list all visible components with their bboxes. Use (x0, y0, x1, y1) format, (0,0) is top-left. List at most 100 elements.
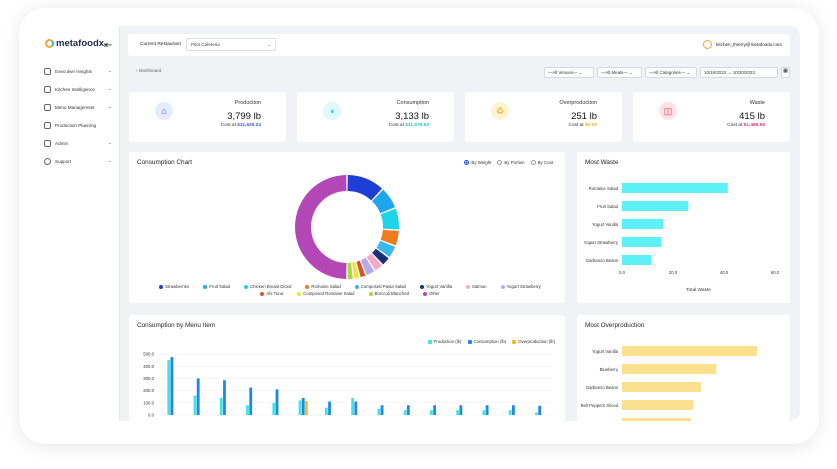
restaurant-select[interactable]: Pilot Cafeteria ⌄ (186, 38, 276, 51)
sidebar-item-admin[interactable]: Admin ⌄ (44, 134, 114, 152)
meals-filter[interactable]: —All Meals— ⌄ (597, 67, 642, 78)
legend-item-yogurt-strawberry[interactable]: Yogurt Strawberry (500, 284, 541, 289)
bar-yogurt-vanilla[interactable] (622, 346, 758, 356)
bar-consumption-lb-13[interactable] (512, 405, 515, 415)
donut-slice-chicken-breast-diced[interactable] (380, 208, 399, 230)
donut-slice-strawberries[interactable] (347, 175, 383, 201)
bar-consumption-lb-11[interactable] (459, 405, 463, 415)
sidebar-item-kitchen-intelligence[interactable]: Kitchen Intelligence ⌄ (44, 80, 114, 98)
legend-item-composed-romaine-salad[interactable]: Composed Romaine Salad (297, 291, 355, 296)
legend-item-broccoli-blanched[interactable]: Broccoli Blanched (368, 291, 409, 296)
sidebar-item-menu-management[interactable]: Menu Management ⌄ (44, 98, 114, 116)
donut-legend: Strawberries Fruit Salad Chicken Breast Di… (155, 284, 545, 296)
sidebar-item-label: Executive Insights (55, 68, 93, 74)
bar-fruit-salad[interactable] (622, 201, 689, 211)
categories-filter[interactable]: —All Categories— ⌄ (645, 67, 697, 78)
calendar-icon[interactable]: ▦ (781, 67, 790, 78)
legend-item-strawberries[interactable]: Strawberries (159, 284, 189, 289)
bar-consumption-lb-12[interactable] (485, 405, 489, 415)
legend-item-salmon[interactable]: Salmon (466, 284, 487, 289)
sidebar-item-executive-insights[interactable]: Executive Insights ⌄ (44, 62, 114, 80)
bar-pork-sausage[interactable] (622, 418, 691, 421)
donut-slice-ahi-tuna[interactable] (356, 260, 366, 278)
bar-production-lb-4[interactable] (272, 402, 276, 415)
bar-blueberry[interactable] (622, 364, 717, 374)
bar-consumption-lb-8[interactable] (380, 405, 384, 415)
bar-production-lb-3[interactable] (246, 405, 249, 415)
legend-label: Overproduction (lb) (518, 339, 555, 344)
bar-consumption-lb-1[interactable] (196, 378, 200, 415)
menu-book-icon (44, 103, 51, 111)
sidebar-item-production-planning[interactable]: Production Planning (44, 116, 114, 134)
bar-production-lb-8[interactable] (377, 408, 381, 415)
bar-consumption-lb-6[interactable] (328, 401, 331, 415)
bar-production-lb-13[interactable] (508, 410, 512, 415)
bar-production-lb-11[interactable] (456, 410, 460, 415)
legend-item-composed-pasta-salad[interactable]: Composed Pasta Salad (354, 284, 406, 289)
bar-consumption-lb-9[interactable] (406, 405, 410, 415)
legend-overproduction[interactable]: Overproduction (lb) (512, 339, 555, 344)
donut-slice-yogurt-vanilla[interactable] (372, 248, 389, 265)
bar-consumption-lb-4[interactable] (275, 389, 279, 415)
sidebar-item-support[interactable]: Support ⌄ (44, 152, 114, 170)
donut-slice-yogurt-strawberry[interactable] (360, 257, 375, 276)
bar-production-lb-10[interactable] (430, 410, 433, 415)
chevron-down-icon: ⌄ (107, 140, 112, 146)
bar-consumption-lb-0[interactable] (170, 357, 174, 415)
breadcrumb[interactable]: ‹ Dashboard (136, 68, 162, 73)
legend-item-other[interactable]: Other (422, 291, 440, 296)
bar-production-lb-12[interactable] (482, 410, 486, 415)
legend-item-ahi-tuna[interactable]: Ahi Tuna (260, 291, 283, 296)
bar-garbanzo-beans[interactable] (622, 255, 652, 265)
bar-bell-peppers-sliced[interactable] (622, 400, 694, 410)
clipboard-icon (44, 121, 51, 129)
legend-item-chicken-breast-diced[interactable]: Chicken Breast Diced (244, 284, 291, 289)
kpi-cost-value: $11,679.93 (405, 123, 429, 128)
radio-by-portion[interactable]: By Portion (497, 160, 525, 165)
bar-romaine-salad[interactable] (622, 183, 728, 193)
app-screen: metafoodx ⇤ Executive Insights ⌄ Kitchen… (38, 26, 800, 421)
bar-consumption-lb-10[interactable] (433, 405, 436, 415)
date-from: 10/16/2023 (704, 70, 726, 75)
legend-production[interactable]: Production (lb) (427, 339, 462, 344)
bar-production-lb-7[interactable] (351, 397, 354, 415)
radio-by-cost[interactable]: By Cost (530, 160, 553, 165)
legend-swatch (260, 291, 265, 296)
legend-item-yogurt-vanilla[interactable]: Yogurt Vanilla (419, 284, 452, 289)
bar-overproduction-lb-5[interactable] (305, 400, 308, 415)
legend-label: Composed Romaine Salad (303, 291, 355, 296)
bar-garbanzo-beans[interactable] (622, 382, 702, 392)
bar-yogurt-vanilla[interactable] (622, 219, 664, 229)
legend-item-romaine-salad[interactable]: Romaine Salad (305, 284, 341, 289)
bar-consumption-lb-7[interactable] (354, 401, 358, 415)
donut-slice-broccoli-blanched[interactable] (347, 262, 353, 279)
legend-consumption[interactable]: Consumption (lb) (467, 339, 506, 344)
donut-slice-other[interactable] (295, 175, 347, 279)
donut-slice-romaine-salad[interactable] (380, 229, 399, 246)
bar-production-lb-14[interactable] (535, 412, 538, 415)
date-range-input[interactable]: 10/16/2023 → 10/20/2023 (700, 67, 778, 78)
user-menu[interactable]: kitchen_thierry@metafoodx.com (703, 40, 782, 49)
legend-swatch (466, 284, 470, 289)
bar-yogurt-strawberry[interactable] (622, 237, 662, 247)
bar-production-lb-0[interactable] (167, 360, 171, 415)
bar-production-lb-5[interactable] (298, 400, 302, 415)
venues-filter[interactable]: —All Venues— ⌄ (544, 67, 594, 78)
donut-slice-composed-romaine-salad[interactable] (352, 261, 360, 279)
collapse-menu-icon[interactable]: ⇤ (104, 40, 113, 51)
bar-consumption-lb-5[interactable] (301, 397, 305, 415)
bar-production-lb-9[interactable] (403, 410, 407, 415)
bar-production-lb-1[interactable] (193, 395, 197, 415)
brand-logo[interactable]: metafoodx (45, 38, 104, 49)
bar-consumption-lb-3[interactable] (249, 387, 253, 415)
bar-production-lb-2[interactable] (219, 397, 223, 415)
bar-consumption-lb-14[interactable] (538, 405, 542, 415)
donut-slice-composed-pasta-salad[interactable] (376, 240, 396, 257)
bar-consumption-lb-2[interactable] (223, 380, 226, 415)
radio-by-weight[interactable]: By Weight (464, 160, 491, 165)
bar-production-lb-6[interactable] (324, 407, 328, 415)
legend-swatch (305, 284, 310, 289)
donut-slice-salmon[interactable] (366, 253, 383, 271)
donut-slice-fruit-salad[interactable] (372, 189, 396, 214)
legend-item-fruit-salad[interactable]: Fruit Salad (203, 284, 230, 289)
